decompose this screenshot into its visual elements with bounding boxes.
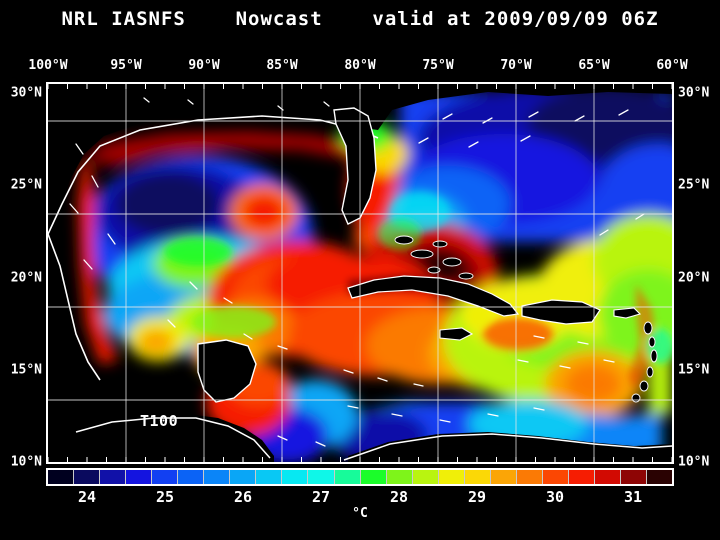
- colorbar-swatch: [282, 470, 309, 484]
- colorbar-swatch: [230, 470, 257, 484]
- lat-tick-label-left: 10°N: [10, 454, 42, 470]
- colorbar-swatch: [308, 470, 335, 484]
- colorbar-swatch: [48, 470, 75, 484]
- colorbar-swatch: [464, 470, 491, 484]
- lat-tick-label-left: 30°N: [10, 85, 42, 101]
- colorbar-swatch: [334, 470, 361, 484]
- lon-tick-label: 65°W: [578, 58, 610, 73]
- colorbar-swatch: [204, 470, 231, 484]
- colorbar-swatch: [360, 470, 387, 484]
- lon-tick-label: 75°W: [422, 58, 454, 73]
- lon-tick-label: 80°W: [344, 58, 376, 73]
- landmasses: [48, 84, 672, 462]
- colorbar-swatch: [100, 470, 127, 484]
- field-label-t100: T100: [140, 412, 179, 430]
- lat-tick-label-right: 30°N: [678, 85, 710, 101]
- colorbar-tick-label: 27: [311, 488, 331, 506]
- lat-tick-label-right: 25°N: [678, 177, 710, 193]
- colorbar-swatch: [594, 470, 622, 484]
- lon-tick-label: 95°W: [110, 58, 142, 73]
- map-canvas: [48, 84, 672, 462]
- colorbar-swatch: [516, 470, 543, 484]
- colorbar-tick-label: 31: [623, 488, 643, 506]
- map-ticks: [48, 84, 672, 462]
- current-vectors: [69, 97, 645, 447]
- lat-tick-label-right: 20°N: [678, 270, 710, 286]
- lat-tick-label-left: 15°N: [10, 362, 42, 378]
- colorbar-swatch: [542, 470, 569, 484]
- colorbar: [46, 468, 674, 486]
- lon-tick-label: 85°W: [266, 58, 298, 73]
- colorbar-swatch: [152, 470, 179, 484]
- sst-field-plot: [48, 84, 672, 462]
- lat-tick-label-left: 20°N: [10, 270, 42, 286]
- lon-tick-label: 70°W: [500, 58, 532, 73]
- page-title: NRL IASNFS Nowcast valid at 2009/09/09 0…: [61, 8, 659, 30]
- lon-tick-label: 100°W: [28, 58, 68, 73]
- lon-tick-label: 90°W: [188, 58, 220, 73]
- colorbar-tick-label: 25: [155, 488, 175, 506]
- colorbar-tick-label: 29: [467, 488, 487, 506]
- colorbar-swatch: [647, 470, 673, 484]
- colorbar-swatch: [621, 470, 648, 484]
- colorbar-swatch: [438, 470, 465, 484]
- colorbar-swatch: [386, 470, 413, 484]
- colorbar-swatch: [126, 470, 153, 484]
- lat-tick-label-right: 10°N: [678, 454, 710, 470]
- colorbar-swatch: [74, 470, 101, 484]
- map-gridlines: [48, 84, 672, 462]
- colorbar-swatch: [256, 470, 283, 484]
- lon-tick-label: 60°W: [656, 58, 688, 73]
- lat-tick-label-left: 25°N: [10, 177, 42, 193]
- lat-tick-label-right: 15°N: [678, 362, 710, 378]
- colorbar-swatch: [568, 470, 595, 484]
- colorbar-unit-label: °C: [352, 506, 368, 521]
- colorbar-tick-label: 28: [389, 488, 409, 506]
- colorbar-swatch: [490, 470, 517, 484]
- colorbar-swatches: [46, 468, 674, 486]
- colorbar-swatch: [412, 470, 439, 484]
- map-frame: [46, 82, 674, 464]
- colorbar-swatch: [178, 470, 205, 484]
- colorbar-tick-label: 24: [77, 488, 97, 506]
- colorbar-tick-label: 26: [233, 488, 253, 506]
- colorbar-tick-label: 30: [545, 488, 565, 506]
